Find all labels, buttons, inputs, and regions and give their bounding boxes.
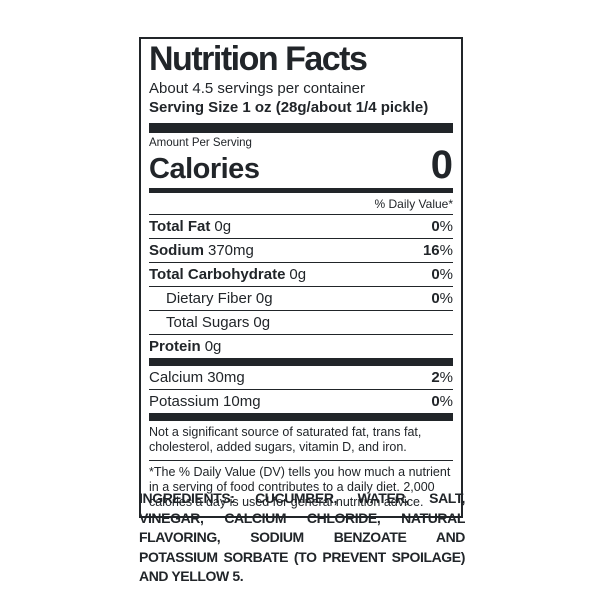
mineral-name: Calcium	[149, 368, 204, 386]
not-significant-note: Not a significant source of saturated fa…	[149, 421, 453, 461]
nutrient-dv: 0	[431, 265, 440, 283]
nutrient-row-total-sugars: Total Sugars 0g	[149, 311, 453, 335]
servings-per-container: About 4.5 servings per container	[149, 79, 365, 97]
daily-value-header: % Daily Value*	[149, 193, 453, 215]
divider-bar-medium	[149, 187, 453, 193]
nutrient-name: Dietary Fiber	[166, 289, 252, 307]
nutrient-row-protein: Protein 0g	[149, 335, 453, 358]
nutrition-facts-panel: Nutrition Facts About 4.5 servings per c…	[139, 37, 463, 518]
nutrient-amount: 0g	[214, 217, 232, 235]
nutrient-row-dietary-fiber: Dietary Fiber 0g 0 %	[149, 287, 453, 311]
nutrient-amount: 0g	[204, 337, 222, 355]
nutrient-amount: 370mg	[208, 241, 254, 259]
calories-value: 0	[430, 142, 453, 187]
mineral-dv: 2	[431, 368, 440, 386]
nutrient-dv: 16	[422, 241, 440, 259]
divider-bar-thick-top	[149, 122, 453, 133]
nutrient-amount: 0g	[253, 313, 271, 331]
nutrient-row-sodium: Sodium 370mg 16 %	[149, 239, 453, 263]
divider-bar-thick-middle	[149, 357, 453, 366]
calories-label: Calories	[149, 152, 260, 185]
ingredients-text: INGREDIENTS: CUCUMBER, WATER, SALT, VINE…	[139, 490, 465, 584]
serving-size: Serving Size 1 oz (28g/about 1/4 pickle)	[149, 98, 429, 116]
nutrient-dv: 0	[431, 217, 440, 235]
nutrient-amount: 0g	[255, 289, 273, 307]
mineral-amount: 30mg	[207, 368, 245, 386]
nutrient-name: Protein	[149, 337, 201, 355]
calories-row: Calories 0	[149, 142, 453, 187]
nutrient-amount: 0g	[289, 265, 307, 283]
nutrient-dv: 0	[431, 289, 440, 307]
mineral-row-calcium: Calcium 30mg 2 %	[149, 366, 453, 390]
nutrient-name: Total Sugars	[166, 313, 250, 331]
nutrition-facts-title: Nutrition Facts	[149, 40, 368, 78]
daily-value-footnote: *The % Daily Value (DV) tells you how mu…	[149, 464, 451, 509]
amount-per-serving-label: Amount Per Serving	[149, 136, 252, 149]
mineral-dv: 0	[431, 392, 440, 410]
nutrient-name: Total Carbohydrate	[149, 265, 286, 283]
mineral-name: Potassium	[149, 392, 220, 410]
nutrient-row-total-fat: Total Fat 0g 0 %	[149, 215, 453, 239]
mineral-amount: 10mg	[223, 392, 261, 410]
nutrient-name: Total Fat	[149, 217, 211, 235]
nutrient-name: Sodium	[149, 241, 204, 259]
mineral-row-potassium: Potassium 10mg 0 %	[149, 392, 453, 410]
divider-bar-thick-bottom	[149, 412, 453, 421]
nutrient-row-total-carbohydrate: Total Carbohydrate 0g 0 %	[149, 263, 453, 287]
